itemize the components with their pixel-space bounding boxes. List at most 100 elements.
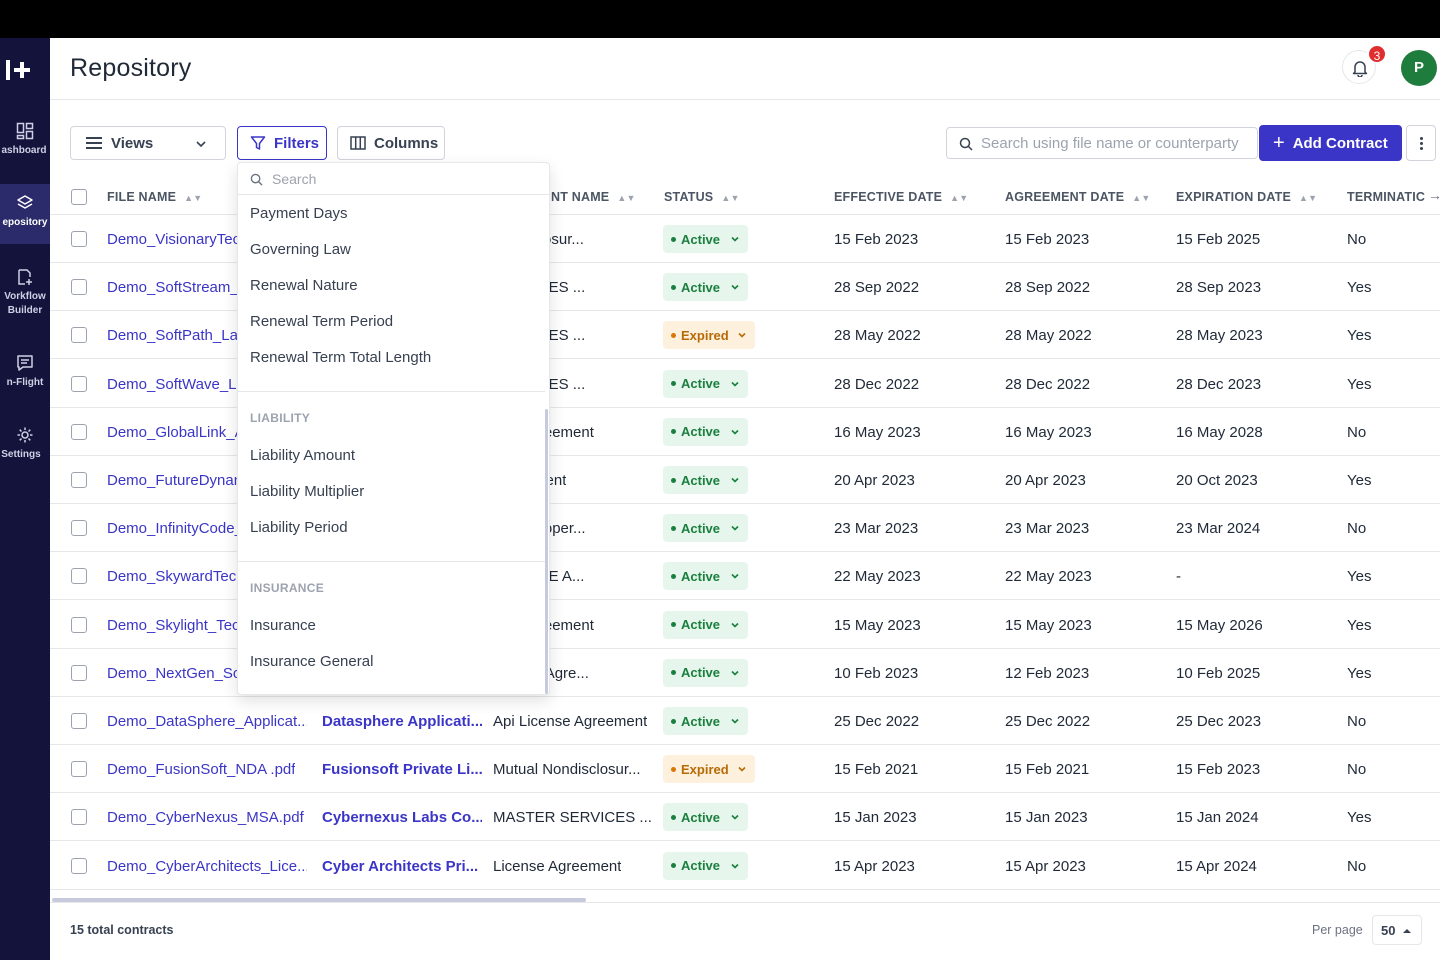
- status-dot: [671, 622, 676, 628]
- sidebar-item-in-flight[interactable]: n-Flight: [0, 352, 50, 398]
- status-badge[interactable]: Active: [663, 273, 748, 302]
- dropdown-scrollbar[interactable]: [545, 409, 548, 694]
- effective-date: 28 Sep 2022: [834, 279, 920, 297]
- status-badge[interactable]: Active: [663, 562, 748, 591]
- scroll-right-icon[interactable]: →: [1428, 187, 1440, 203]
- row-checkbox[interactable]: [71, 616, 87, 633]
- status-badge[interactable]: Expired: [663, 755, 755, 784]
- header-expiration-date[interactable]: EXPIRATION DATE ▲▼: [1176, 190, 1318, 204]
- row-checkbox[interactable]: [71, 327, 87, 344]
- file-name-link[interactable]: Demo_FusionSoft_NDA .pdf: [107, 761, 296, 779]
- file-name-link[interactable]: Demo_DataSphere_Applicat...: [107, 713, 307, 730]
- plus-icon: +: [1273, 132, 1285, 154]
- filter-option[interactable]: Liability Amount: [250, 447, 356, 464]
- filter-option[interactable]: Renewal Term Period: [250, 313, 394, 330]
- more-options-button[interactable]: [1406, 125, 1436, 161]
- status-badge[interactable]: Expired: [663, 321, 755, 350]
- effective-date: 15 May 2023: [834, 616, 921, 634]
- filter-option[interactable]: Governing Law: [250, 241, 351, 258]
- status-badge[interactable]: Active: [663, 707, 748, 735]
- header-termination[interactable]: TERMINATIC: [1347, 190, 1426, 204]
- agreement-date: 15 Jan 2023: [1005, 809, 1088, 827]
- row-checkbox[interactable]: [71, 809, 87, 826]
- filter-option[interactable]: Insurance: [250, 617, 316, 634]
- sidebar-item-repository[interactable]: epository: [0, 184, 50, 244]
- header-file-name[interactable]: FILE NAME ▲▼: [107, 190, 203, 204]
- counterparty-link[interactable]: Cybernexus Labs Co...: [322, 809, 482, 827]
- table-row[interactable]: Demo_DataSphere_Applicat... Datasphere Ap…: [50, 697, 1440, 745]
- select-all-checkbox[interactable]: [71, 189, 87, 205]
- filter-option[interactable]: Renewal Term Total Length: [250, 349, 432, 366]
- filter-search[interactable]: [238, 163, 549, 195]
- status-badge[interactable]: Active: [663, 658, 748, 687]
- status-badge[interactable]: Active: [663, 369, 748, 398]
- counterparty-link[interactable]: Datasphere Applicati...: [322, 713, 482, 730]
- status-badge[interactable]: Active: [663, 225, 748, 253]
- status-badge[interactable]: Active: [663, 514, 748, 543]
- horizontal-scrollbar[interactable]: [52, 898, 586, 902]
- counterparty-link[interactable]: Fusionsoft Private Li...: [322, 761, 482, 779]
- filters-button[interactable]: Filters: [237, 126, 327, 160]
- row-checkbox[interactable]: [71, 472, 87, 488]
- status-badge[interactable]: Active: [663, 803, 748, 832]
- filter-option[interactable]: Renewal Nature: [250, 277, 358, 294]
- sidebar-item-settings[interactable]: Settings: [0, 424, 50, 470]
- file-name-link[interactable]: Demo_CyberNexus_MSA.pdf: [107, 809, 304, 827]
- file-name-link[interactable]: Demo_SoftPath_Lab: [107, 327, 247, 345]
- add-contract-button[interactable]: + Add Contract: [1259, 125, 1402, 161]
- table-row[interactable]: Demo_FusionSoft_NDA .pdf Fusionsoft Priva…: [50, 745, 1440, 794]
- table-row[interactable]: Demo_CyberNexus_MSA.pdf Cybernexus Labs C…: [50, 793, 1440, 842]
- row-checkbox[interactable]: [71, 857, 87, 874]
- app-logo[interactable]: [4, 58, 30, 82]
- counterparty-link[interactable]: Cyber Architects Pri...: [322, 857, 479, 875]
- expiration-date: -: [1176, 568, 1181, 586]
- status-badge[interactable]: Active: [663, 417, 748, 446]
- file-name-link[interactable]: Demo_VisionaryTec: [107, 231, 241, 248]
- header-agreement-date[interactable]: AGREEMENT DATE ▲▼: [1005, 190, 1151, 204]
- header-status[interactable]: STATUS ▲▼: [664, 190, 740, 204]
- header-agreement-name[interactable]: NT NAME ▲▼: [551, 190, 636, 204]
- avatar[interactable]: P: [1401, 50, 1437, 86]
- filter-search-input[interactable]: [272, 170, 532, 188]
- header-effective-date[interactable]: EFFECTIVE DATE ▲▼: [834, 190, 969, 204]
- chevron-down-icon: [731, 236, 739, 242]
- file-name-link[interactable]: Demo_SoftWave_La: [107, 375, 245, 393]
- status-badge[interactable]: Active: [663, 466, 748, 494]
- row-checkbox[interactable]: [71, 664, 87, 681]
- per-page-select[interactable]: 50: [1372, 915, 1422, 945]
- row-checkbox[interactable]: [71, 375, 87, 392]
- filter-option[interactable]: Payment Days: [250, 205, 348, 222]
- agreement-date: 22 May 2023: [1005, 568, 1092, 586]
- sidebar-item-workflow-builder[interactable]: Vorkflow Builder: [0, 266, 50, 326]
- table-row[interactable]: Demo_CyberArchitects_Lice... Cyber Archit…: [50, 842, 1440, 890]
- filter-option[interactable]: Liability Multiplier: [250, 483, 365, 500]
- row-checkbox[interactable]: [71, 520, 87, 537]
- row-checkbox[interactable]: [71, 423, 87, 440]
- sidebar-item-dashboard[interactable]: ashboard: [0, 120, 50, 172]
- file-name-link[interactable]: Demo_Skylight_Tec: [107, 616, 240, 634]
- notifications-button[interactable]: [1342, 50, 1376, 84]
- filter-option[interactable]: Insurance General: [250, 653, 374, 670]
- row-checkbox[interactable]: [71, 279, 87, 296]
- views-dropdown[interactable]: Views: [70, 126, 226, 160]
- status-badge[interactable]: Active: [663, 610, 748, 639]
- status-badge[interactable]: Active: [663, 851, 748, 880]
- row-checkbox[interactable]: [71, 761, 87, 778]
- filter-group-label: LIABILITY: [250, 411, 311, 425]
- file-name-link[interactable]: Demo_NextGen_So: [107, 664, 242, 682]
- columns-button[interactable]: Columns: [337, 126, 445, 160]
- row-checkbox[interactable]: [71, 568, 87, 585]
- file-name-link[interactable]: Demo_GlobalLink_A: [107, 423, 245, 441]
- search-input[interactable]: [981, 133, 1251, 153]
- file-name-link[interactable]: Demo_CyberArchitects_Lice...: [107, 857, 307, 875]
- file-name-link[interactable]: Demo_InfinityCode_: [107, 520, 243, 538]
- file-name-link[interactable]: Demo_FutureDynan: [107, 472, 243, 489]
- status-dot: [671, 429, 676, 435]
- file-name-link[interactable]: Demo_SoftStream_I: [107, 279, 243, 297]
- row-checkbox[interactable]: [71, 713, 87, 729]
- termination-value: Yes: [1347, 375, 1372, 393]
- contract-search[interactable]: [946, 127, 1258, 159]
- filter-option[interactable]: Liability Period: [250, 519, 348, 536]
- row-checkbox[interactable]: [71, 231, 87, 247]
- file-name-link[interactable]: Demo_SkywardTecl: [107, 568, 240, 586]
